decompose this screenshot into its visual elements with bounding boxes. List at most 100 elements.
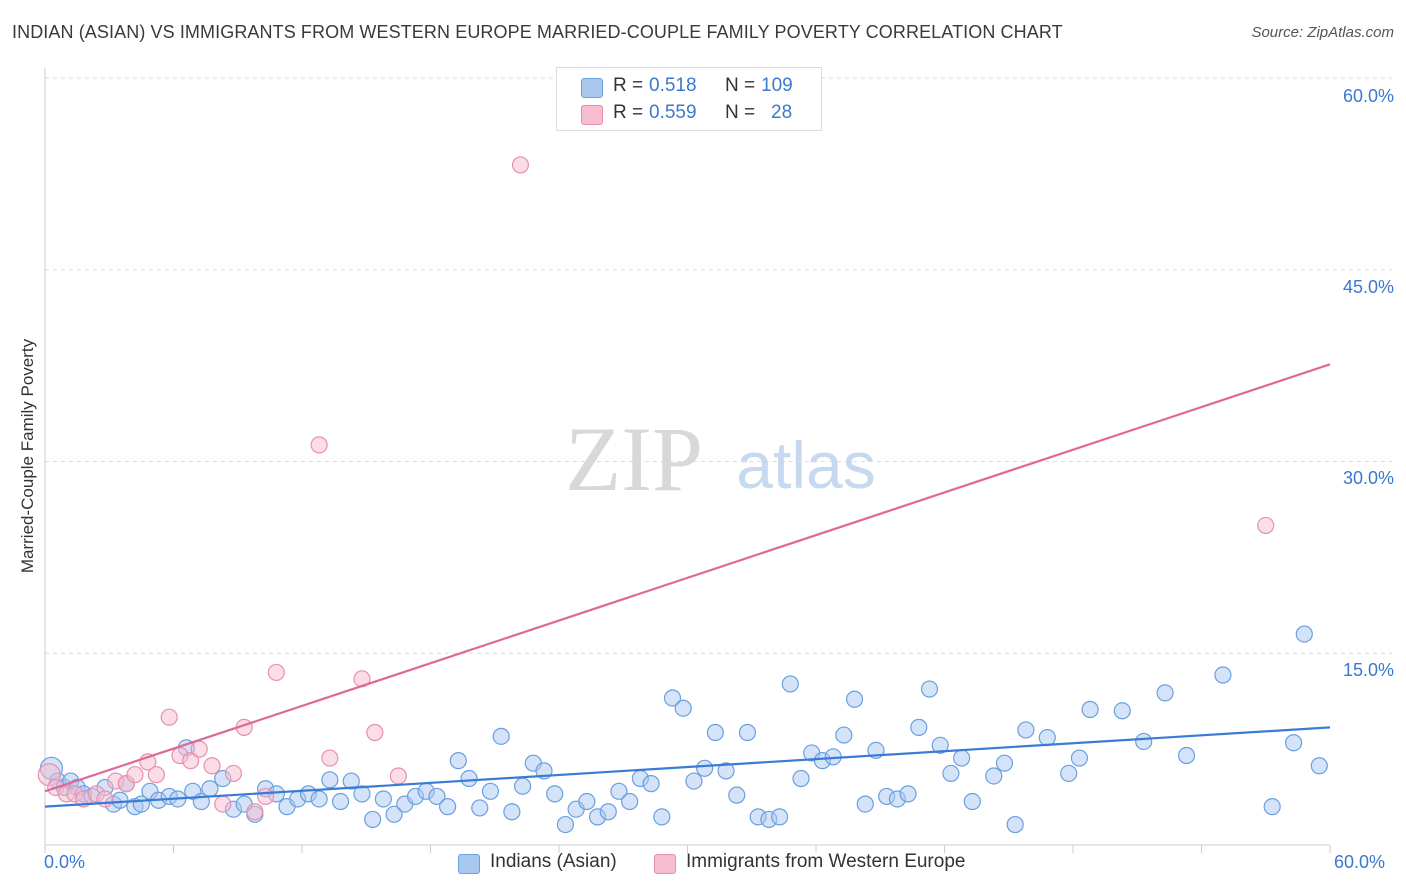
data-point-indians — [920, 680, 939, 698]
source-credit: Source: ZipAtlas.com — [1251, 24, 1394, 41]
data-point-indians — [1263, 798, 1281, 816]
stats-legend: R = 0.518 N = 109 R = 0.559 N = 28 — [556, 67, 822, 131]
data-point-indians — [1156, 684, 1174, 702]
data-point-indians — [449, 752, 467, 770]
data-point-indians — [1295, 625, 1313, 643]
data-point-indians — [374, 790, 392, 808]
data-point-indians — [642, 775, 660, 793]
x-tick-label-0: 0.0% — [44, 852, 86, 872]
data-point-immigrants — [256, 787, 275, 806]
data-point-indians — [985, 767, 1003, 785]
data-point-indians — [1006, 815, 1024, 834]
data-point-immigrants — [310, 436, 328, 454]
chart-title: INDIAN (ASIAN) VS IMMIGRANTS FROM WESTER… — [12, 22, 1063, 42]
data-point-immigrants — [203, 757, 221, 775]
data-point-immigrants — [190, 740, 208, 758]
y-tick-label-15: 15.0% — [1342, 660, 1394, 680]
grid-lines — [45, 77, 1392, 654]
y-tick-label-60: 60.0% — [1342, 86, 1394, 106]
watermark-atlas: atlas — [736, 428, 875, 502]
data-point-indians — [342, 772, 360, 790]
data-point-indians — [931, 736, 949, 754]
data-point-indians — [663, 689, 682, 707]
trend-line-indians — [44, 726, 1331, 808]
data-point-immigrants — [246, 803, 264, 821]
data-point-indians — [364, 810, 382, 829]
r-value: 0.559 — [649, 102, 697, 123]
data-point-indians — [899, 785, 917, 803]
data-point-indians — [1060, 764, 1078, 783]
data-point-indians — [385, 805, 403, 823]
data-point-indians — [653, 808, 671, 826]
data-point-immigrants — [160, 708, 178, 726]
data-point-indians — [331, 792, 350, 811]
data-point-indians — [696, 759, 714, 777]
data-point-immigrants — [366, 723, 384, 742]
r-key: R = — [613, 75, 644, 96]
data-point-immigrants — [321, 749, 339, 767]
data-point-indians — [1177, 746, 1196, 765]
y-tick-label-45: 45.0% — [1342, 277, 1394, 297]
watermark-zip: ZIP — [565, 408, 703, 510]
trend-lines — [44, 363, 1331, 808]
data-point-indians — [1284, 734, 1303, 752]
data-point-immigrants — [511, 156, 530, 174]
r-value: 0.518 — [649, 75, 697, 96]
data-point-indians — [1038, 729, 1056, 747]
x-tick-label-60: 60.0% — [1334, 852, 1386, 872]
data-point-indians — [953, 749, 971, 767]
data-point-indians — [835, 726, 853, 744]
data-point-indians — [728, 786, 746, 804]
legend-label-indians: Indians (Asian) — [490, 851, 617, 872]
data-point-indians — [578, 792, 596, 811]
watermark: ZIP atlas — [565, 408, 876, 510]
data-point-indians — [1135, 732, 1153, 751]
data-point-indians — [1310, 757, 1328, 775]
data-point-immigrants — [224, 764, 243, 783]
data-point-immigrants — [267, 663, 285, 682]
legend-label-immigrants: Immigrants from Western Europe — [686, 851, 966, 872]
data-point-indians — [513, 777, 532, 795]
y-tick-label-30: 30.0% — [1342, 468, 1394, 488]
data-point-indians — [942, 764, 960, 783]
data-point-immigrants — [214, 795, 232, 813]
data-point-indians — [310, 790, 328, 808]
data-point-indians — [685, 772, 703, 790]
data-point-indians — [706, 723, 724, 742]
data-point-indians — [503, 803, 521, 821]
data-point-indians — [471, 799, 489, 817]
data-point-immigrants — [1257, 516, 1275, 535]
data-point-indians — [770, 808, 789, 826]
n-key: N = — [725, 102, 756, 123]
data-point-indians — [428, 787, 446, 806]
data-point-indians — [781, 675, 799, 693]
blue-swatch — [581, 78, 603, 98]
n-value: 109 — [761, 75, 793, 96]
data-point-indians — [353, 785, 371, 803]
data-point-indians — [481, 782, 500, 800]
pink-swatch — [581, 105, 603, 125]
series-indians-asian — [39, 625, 1328, 834]
data-point-immigrants — [126, 766, 144, 784]
data-point-indians — [717, 762, 735, 780]
n-value: 28 — [771, 102, 793, 123]
data-point-indians — [1081, 700, 1099, 719]
r-key: R = — [613, 102, 644, 123]
data-point-indians — [1214, 666, 1232, 684]
data-point-indians — [460, 769, 478, 788]
trend-line-immigrants — [44, 363, 1331, 793]
data-point-indians — [610, 782, 628, 800]
data-point-indians — [674, 699, 692, 717]
data-point-indians — [1113, 702, 1131, 720]
data-point-indians — [201, 780, 219, 798]
data-point-indians — [321, 771, 339, 789]
axes — [44, 68, 1331, 853]
data-point-indians — [856, 795, 874, 813]
data-point-indians — [439, 798, 457, 816]
n-key: N = — [725, 75, 756, 96]
data-point-indians — [621, 792, 639, 811]
data-point-indians — [492, 727, 510, 745]
data-point-indians — [845, 690, 864, 708]
series-immigrants-western-europe — [37, 156, 1275, 821]
